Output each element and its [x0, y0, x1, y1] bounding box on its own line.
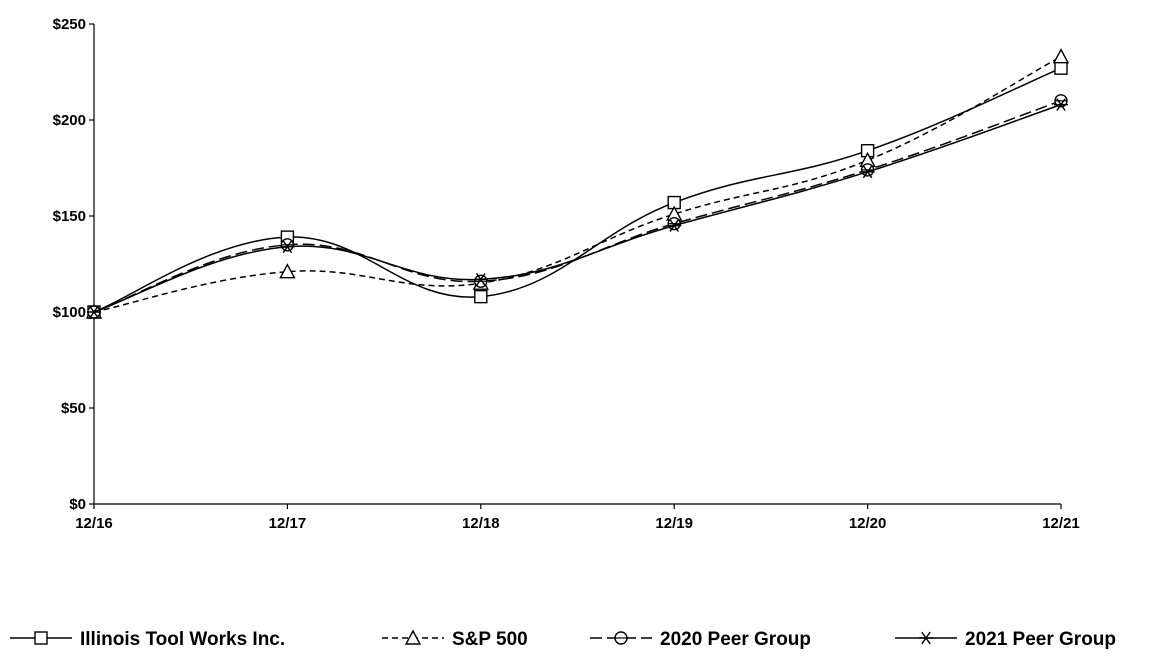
y-tick-label: $200	[53, 112, 86, 129]
series-3	[87, 98, 1068, 319]
axes: $0 $50 $100 $150 $200 $250 12/16 12/17 12/18 12/1…	[53, 16, 1080, 532]
legend-item-1: S&P 500	[382, 629, 528, 650]
series-2	[87, 94, 1068, 319]
y-tick-label: $100	[53, 304, 86, 321]
data-point	[473, 273, 488, 286]
x-tick-label: 12/19	[655, 515, 693, 532]
data-point	[280, 240, 295, 254]
series-1	[85, 48, 1070, 319]
data-point	[1054, 98, 1068, 111]
data-point	[474, 274, 488, 288]
legend-item-0: Illinois Tool Works Inc.	[10, 629, 285, 650]
data-point	[667, 219, 682, 232]
legend-label: 2021 Peer Group	[965, 629, 1116, 650]
data-point	[1054, 61, 1068, 75]
legend-item-3: 2021 Peer Group	[895, 629, 1116, 650]
x-tick-label: 12/20	[849, 515, 887, 532]
legend-label: S&P 500	[452, 629, 528, 650]
data-point	[279, 263, 296, 279]
data-point	[1052, 48, 1070, 64]
series-0	[87, 61, 1068, 319]
y-tick-label: $0	[69, 496, 86, 513]
x-tick-label: 12/18	[462, 515, 500, 532]
legend-marker	[919, 631, 933, 645]
data-point	[280, 238, 295, 252]
x-tick-label: 12/21	[1042, 515, 1080, 532]
series-line	[93, 55, 1062, 313]
legend: Illinois Tool Works Inc. S&P 500 2020 Peer…	[10, 629, 1116, 650]
data-point	[87, 305, 101, 319]
series-line	[93, 103, 1062, 313]
y-tick-label: $150	[53, 208, 86, 225]
data-point	[474, 289, 488, 304]
legend-label: Illinois Tool Works Inc.	[80, 629, 285, 650]
data-point	[860, 165, 875, 179]
x-tick-label: 12/17	[269, 515, 307, 532]
x-tick-label: 12/16	[75, 515, 113, 532]
legend-marker	[404, 629, 422, 645]
y-tick-label: $50	[61, 400, 86, 417]
legend-marker	[34, 631, 48, 645]
legend-item-2: 2020 Peer Group	[590, 629, 811, 650]
series-layer	[85, 48, 1070, 319]
y-tick-label: $250	[53, 16, 86, 33]
data-point	[1054, 94, 1068, 108]
legend-label: 2020 Peer Group	[660, 629, 811, 650]
legend-marker	[614, 631, 628, 645]
series-line	[93, 67, 1062, 313]
